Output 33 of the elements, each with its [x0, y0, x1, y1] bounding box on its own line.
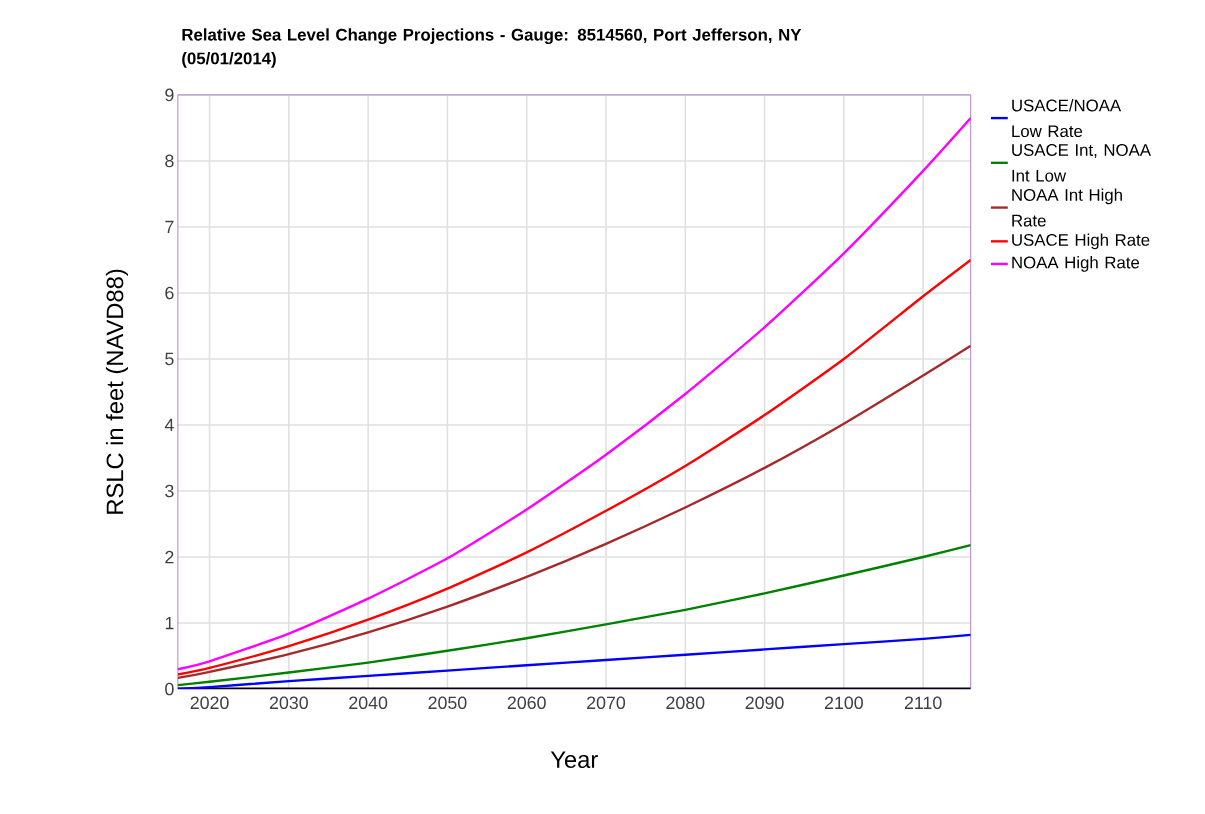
legend-label: USACE/NOAA Low Rate [1012, 99, 1122, 138]
line-series [177, 544, 971, 687]
y-tick-label: 2 [165, 550, 174, 564]
line-series [177, 344, 971, 680]
line-series [177, 117, 971, 671]
x-tick-label: 2090 [745, 696, 784, 710]
legend-label: NOAA High Rate [1012, 256, 1140, 272]
y-tick-label: 4 [164, 419, 174, 432]
y-tick-label: 5 [165, 352, 174, 366]
x-tick-label: 2070 [587, 696, 626, 710]
y-tick-label: 6 [165, 286, 174, 300]
legend-label: NOAA Int High Rate [1012, 188, 1122, 227]
y-tick-label: 9 [165, 88, 174, 102]
x-tick-label: 2030 [269, 696, 308, 710]
x-tick-label: 2110 [904, 696, 942, 710]
x-tick-label: 2060 [507, 696, 546, 710]
y-tick-label: 1 [165, 617, 174, 630]
legend-label: USACE High Rate [1012, 233, 1150, 250]
legend-label: USACE Int, NOAA Int Low [1012, 144, 1151, 182]
x-tick-label: 2100 [824, 696, 863, 710]
y-tick-label: 0 [165, 682, 174, 696]
x-axis-title: Year [550, 751, 598, 769]
x-tick-label: 2020 [190, 696, 229, 710]
x-tick-label: 2050 [428, 696, 467, 710]
y-tick-label: 7 [165, 221, 174, 234]
x-tick-label: 2080 [666, 696, 705, 710]
chart-title: Relative Sea Level Change Projections - Gauge: 8514560, Port Jefferson, NY (05/01/2014) [182, 28, 802, 68]
y-axis-title: RSLC in feet (NAVD88) [105, 269, 129, 514]
line-series [177, 258, 971, 676]
y-tick-label: 3 [165, 484, 174, 498]
y-tick-label: 8 [165, 154, 174, 168]
x-tick-label: 2040 [349, 696, 388, 710]
line-series [177, 633, 971, 690]
